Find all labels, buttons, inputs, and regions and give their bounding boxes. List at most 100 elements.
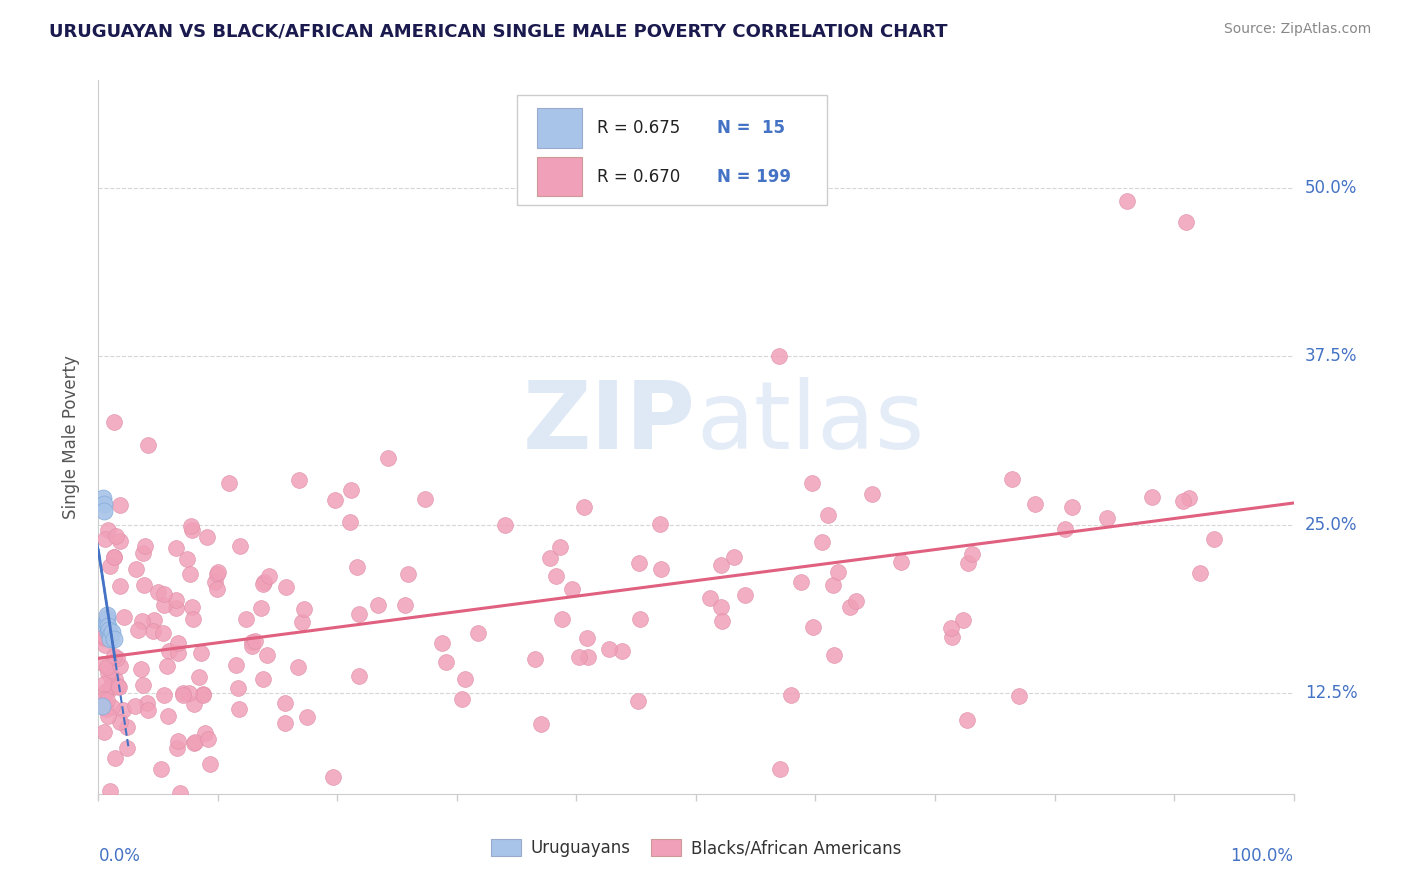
Point [530,716,553,731]
Point [173,686,195,700]
Point [494,517,516,532]
Point [93,657,115,672]
Point [103,751,125,765]
Point [253,575,276,590]
Point [101,700,124,714]
Point [612,644,634,658]
Point [152,625,174,640]
Point [734,588,756,602]
Point [132,546,155,560]
Point [103,549,125,564]
Point [956,714,979,728]
Point [94,618,117,632]
Point [105,529,128,543]
Point [127,623,149,637]
Point [98,558,121,573]
Point [146,585,169,599]
Point [524,651,547,665]
Legend: Uruguayans, Blacks/African Americans: Uruguayans, Blacks/African Americans [484,832,908,864]
Text: URUGUAYAN VS BLACK/AFRICAN AMERICAN SINGLE MALE POVERTY CORRELATION CHART: URUGUAYAN VS BLACK/AFRICAN AMERICAN SING… [49,22,948,40]
Point [538,551,561,566]
Point [131,615,153,629]
Point [157,644,180,658]
Point [432,636,454,650]
Point [723,550,745,565]
Point [180,600,202,615]
Point [346,560,368,574]
Point [184,735,207,749]
Point [103,649,125,664]
Bar [537,157,582,196]
Point [1142,491,1164,505]
Point [153,598,176,612]
Point [1202,532,1225,546]
Point [1060,500,1083,514]
Point [889,556,911,570]
Point [179,567,201,582]
Point [204,574,226,589]
Point [97,523,120,537]
Point [96,607,118,622]
Point [322,770,344,784]
Point [94,615,117,629]
Point [650,562,672,576]
Text: 12.5%: 12.5% [1305,684,1357,702]
Point [952,613,974,627]
Point [142,624,165,638]
Text: 100.0%: 100.0% [1230,847,1294,865]
Point [96,692,118,706]
Point [110,579,132,593]
Point [97,618,120,632]
Point [124,698,146,713]
Point [134,578,156,592]
Point [1054,522,1077,536]
Point [103,632,125,646]
Point [1174,214,1197,228]
Point [291,615,314,629]
Point [165,601,187,615]
Point [228,681,250,695]
Text: R = 0.670: R = 0.670 [596,168,681,186]
Point [166,646,188,660]
Point [97,709,120,723]
Point [800,475,823,490]
Point [97,625,120,640]
Text: ZIP: ZIP [523,376,696,469]
Point [108,533,131,548]
Point [115,800,138,814]
Point [112,703,135,717]
Point [98,628,122,642]
Point [274,580,297,594]
Point [252,672,274,686]
Point [450,692,472,706]
Point [156,659,179,673]
Point [93,532,115,546]
Point [169,787,191,801]
Point [207,565,229,579]
Point [172,688,194,702]
Point [166,740,188,755]
Point [628,612,651,626]
Point [845,593,868,607]
Point [294,601,316,615]
Point [100,670,122,684]
Point [1001,472,1024,486]
Point [194,725,217,739]
Point [96,684,118,698]
Point [105,651,128,665]
Point [710,558,733,572]
Point [242,635,264,649]
Point [273,715,295,730]
Point [790,575,813,590]
Point [94,639,117,653]
Point [1178,491,1201,505]
Point [225,658,247,673]
Point [256,648,278,662]
Point [131,678,153,692]
Point [769,762,792,776]
Point [259,569,281,583]
Point [91,491,114,505]
Point [191,687,214,701]
Point [377,450,399,465]
Point [243,634,266,648]
